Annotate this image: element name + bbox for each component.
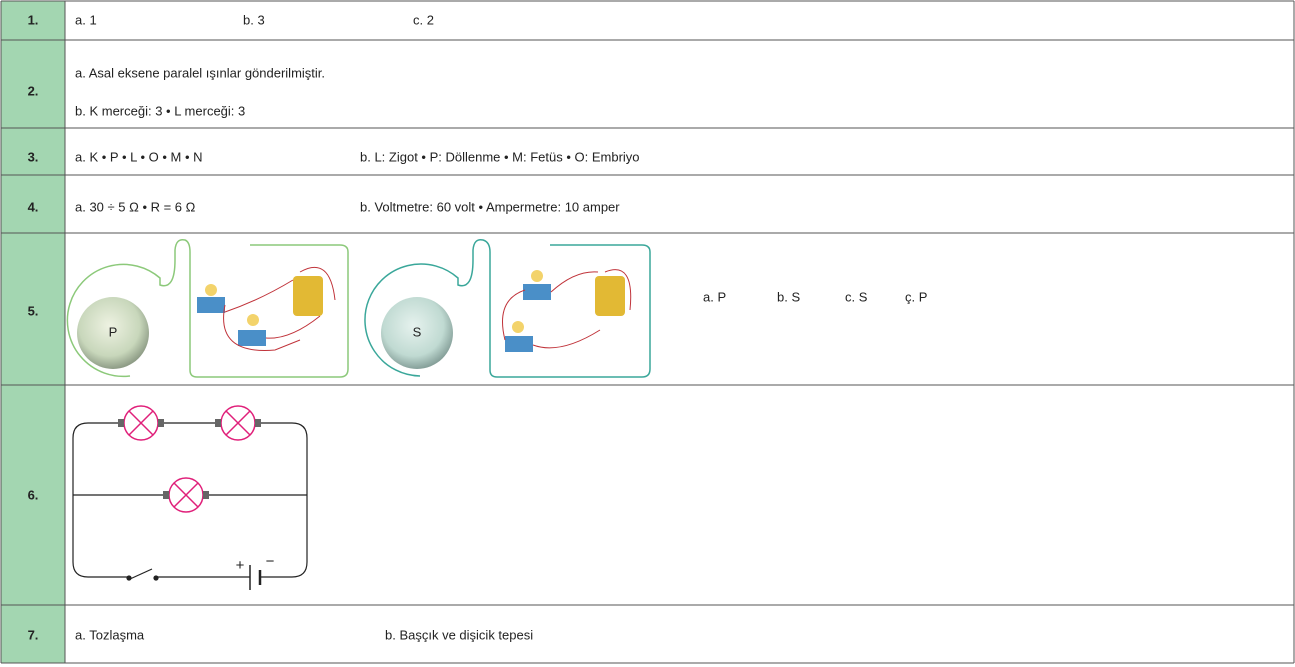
figure-s: S bbox=[364, 238, 651, 378]
answer: b. K merceği: 3 • L merceği: 3 bbox=[75, 103, 245, 118]
answer: a. 1 bbox=[75, 12, 97, 27]
row-number: 4. bbox=[28, 199, 39, 214]
row-number: 5. bbox=[28, 303, 39, 318]
answer: a. Asal eksene paralel ışınlar gönderilm… bbox=[75, 65, 325, 80]
answer: ç. P bbox=[905, 289, 927, 304]
row-number: 2. bbox=[28, 83, 39, 98]
answer: a. K • P • L • O • M • N bbox=[75, 149, 203, 164]
row-number: 7. bbox=[28, 627, 39, 642]
figure-label: P bbox=[109, 324, 118, 339]
polarity-label: + bbox=[236, 557, 245, 574]
circuit-diagram bbox=[72, 405, 308, 590]
number-column bbox=[1, 1, 65, 663]
answer: a. 30 ÷ 5 Ω • R = 6 Ω bbox=[75, 199, 196, 214]
polarity-label: − bbox=[266, 553, 275, 570]
answer: c. 2 bbox=[413, 12, 434, 27]
row-number: 3. bbox=[28, 149, 39, 164]
answer: a. P bbox=[703, 289, 726, 304]
row-number: 1. bbox=[28, 12, 39, 27]
answer: a. Tozlaşma bbox=[75, 627, 145, 642]
answer: c. S bbox=[845, 289, 868, 304]
answer: b. Voltmetre: 60 volt • Ampermetre: 10 a… bbox=[360, 199, 620, 214]
figure-p: P bbox=[66, 238, 349, 378]
row-number: 6. bbox=[28, 487, 39, 502]
answer: b. 3 bbox=[243, 12, 265, 27]
answer: b. S bbox=[777, 289, 800, 304]
figure-label: S bbox=[413, 324, 422, 339]
answer: b. Başçık ve dişicik tepesi bbox=[385, 627, 533, 642]
answer: b. L: Zigot • P: Döllenme • M: Fetüs • O… bbox=[360, 149, 640, 164]
